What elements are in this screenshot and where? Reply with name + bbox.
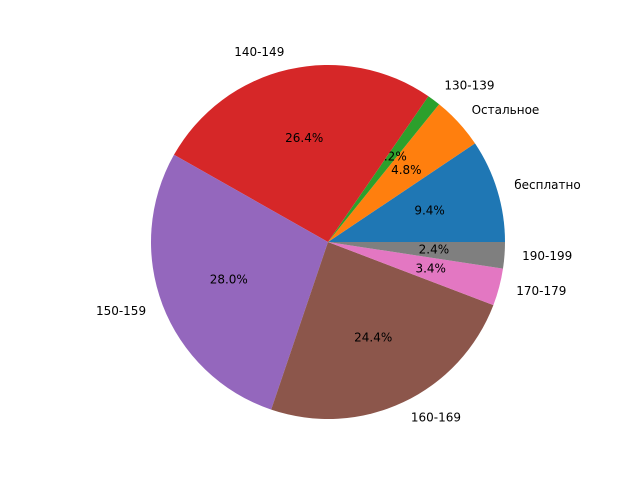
pie-slice: [328, 96, 440, 242]
percent-label: 2.4%: [419, 242, 450, 256]
pie-slice: [328, 242, 503, 306]
percent-label: 28.0%: [210, 272, 248, 286]
pie-slice: [328, 242, 505, 269]
pie-slice: [151, 154, 328, 410]
slice-label: 190-199: [522, 249, 572, 263]
slice-label: Остальное: [472, 103, 540, 117]
slice-label: 170-179: [516, 284, 566, 298]
pie-slice: [173, 64, 429, 242]
slice-label: 130-139: [444, 78, 494, 92]
pie-slice: [328, 104, 476, 242]
percent-label: 3.4%: [415, 262, 446, 276]
slice-label: 150-159: [96, 304, 146, 318]
pie-slice: [271, 242, 494, 419]
pie-slice: [328, 143, 505, 242]
percent-label: 24.4%: [354, 331, 392, 345]
percent-label: 26.4%: [285, 131, 323, 145]
slice-label: 140-149: [234, 45, 284, 59]
slice-label: 160-169: [411, 411, 461, 425]
percent-label: 9.4%: [414, 204, 445, 218]
percent-label: 4.8%: [391, 163, 422, 177]
slice-label: бесплатно: [514, 178, 580, 192]
